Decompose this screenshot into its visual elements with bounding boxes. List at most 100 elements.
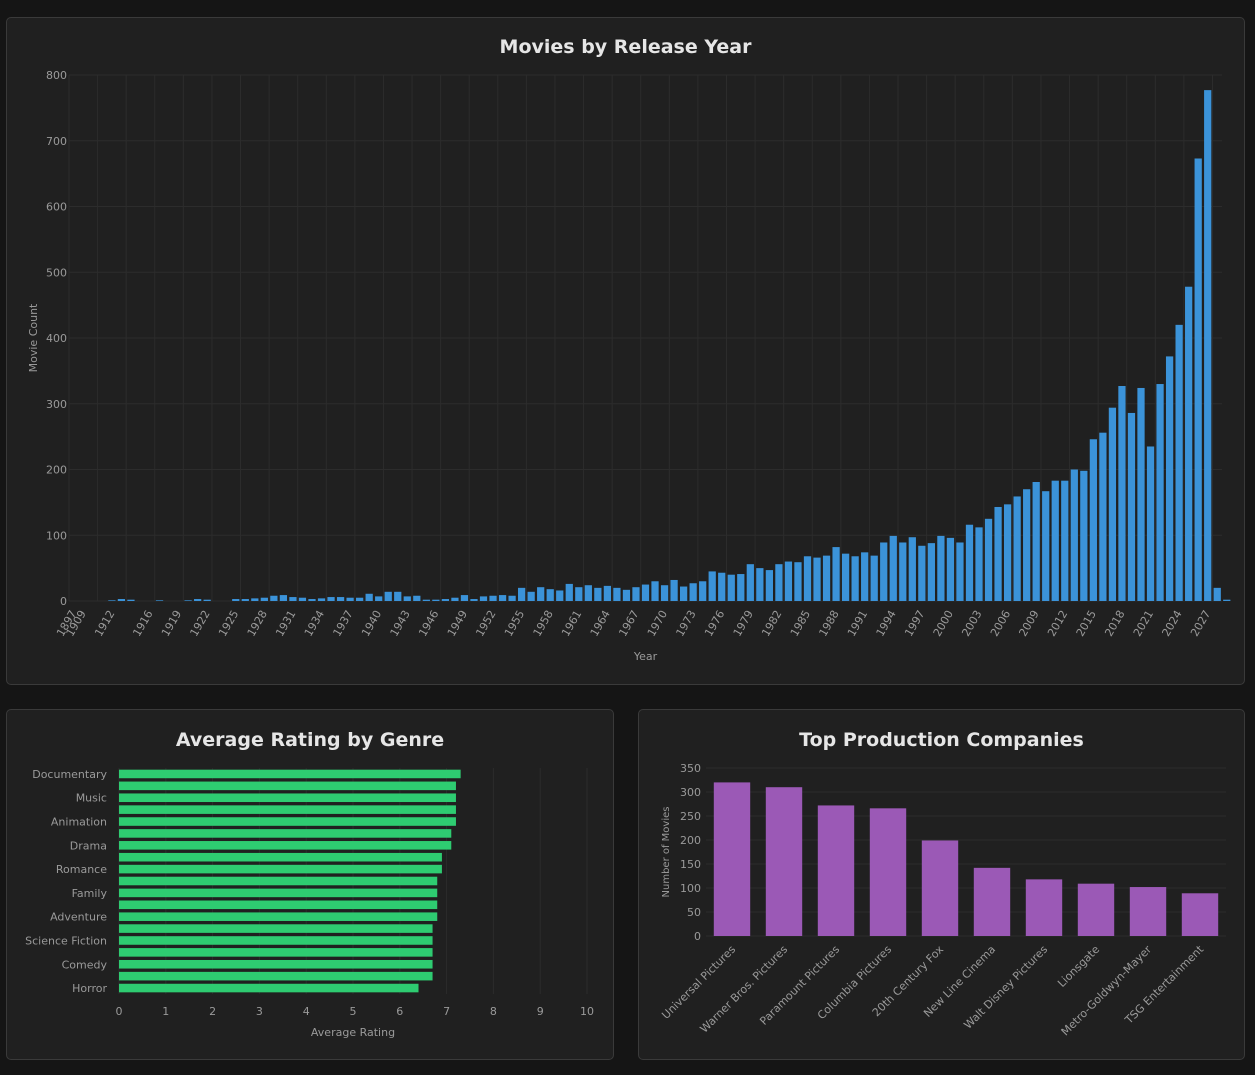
year-bar — [422, 599, 430, 601]
genre-bar — [119, 841, 452, 850]
year-bar — [794, 562, 802, 601]
year-bar — [784, 561, 793, 601]
year-bar — [746, 564, 754, 601]
x-tick-label: 1985 — [788, 608, 813, 639]
year-bar — [899, 542, 907, 601]
company-label: Warner Bros. Pictures — [698, 943, 791, 1036]
year-bar — [632, 587, 640, 601]
x-tick-label: 1961 — [559, 608, 584, 639]
year-bar — [1127, 412, 1136, 601]
year-bar — [1194, 158, 1202, 601]
genre-bar — [119, 781, 456, 791]
year-bar — [365, 593, 373, 601]
year-bar — [537, 587, 545, 601]
year-bar — [413, 595, 421, 601]
genre-bar — [119, 912, 438, 921]
year-bar — [851, 556, 859, 601]
x-tick-label: 1912 — [92, 608, 117, 639]
year-bar — [1070, 469, 1078, 601]
y-axis-label: Number of Movies — [661, 807, 672, 898]
genre-bar — [119, 924, 433, 933]
y-tick-label: 700 — [46, 135, 67, 148]
x-tick-label: 1955 — [502, 608, 527, 639]
year-bar — [441, 599, 450, 601]
year-bar — [870, 555, 878, 601]
x-tick-label: 1979 — [731, 608, 756, 639]
year-bar — [1156, 384, 1164, 601]
year-bar — [184, 600, 192, 601]
year-bar — [308, 599, 316, 601]
year-bar — [384, 591, 392, 601]
genre-label: Drama — [70, 839, 107, 852]
year-bar — [470, 599, 478, 601]
year-bar — [994, 506, 1002, 601]
x-tick-label: 2021 — [1131, 608, 1156, 639]
year-bar — [1175, 324, 1183, 601]
company-label: Lionsgate — [1055, 943, 1102, 990]
year-bar — [279, 595, 288, 601]
x-tick-label: 2024 — [1159, 608, 1184, 639]
year-bar — [803, 556, 812, 601]
year-bar — [518, 587, 526, 601]
x-tick-label: 1949 — [445, 608, 470, 639]
year-bar — [270, 595, 278, 601]
company-bar — [869, 808, 907, 936]
year-bar — [194, 599, 202, 601]
year-bar — [1089, 439, 1097, 601]
y-axis-label: Movie Count — [27, 303, 40, 372]
x-tick-label: 9 — [537, 1005, 544, 1018]
year-bar — [727, 574, 735, 601]
year-bar — [1118, 385, 1126, 601]
x-tick-label: 5 — [350, 1005, 357, 1018]
x-tick-label: 1982 — [759, 608, 784, 639]
x-tick-label: 1997 — [902, 608, 927, 639]
year-bar — [1013, 496, 1021, 601]
y-tick-label: 250 — [680, 810, 701, 823]
year-bar — [699, 581, 707, 601]
x-tick-label: 0 — [116, 1005, 123, 1018]
x-tick-label: 1931 — [273, 608, 298, 639]
year-bar — [1223, 599, 1231, 601]
x-tick-label: 7 — [443, 1005, 450, 1018]
year-bar — [1042, 491, 1050, 601]
x-tick-label: 1922 — [188, 608, 213, 639]
x-tick-label: 1916 — [130, 608, 155, 639]
y-tick-label: 50 — [687, 906, 701, 919]
x-axis-label: Year — [633, 650, 658, 663]
company-bar — [1181, 893, 1219, 936]
x-tick-label: 2012 — [1045, 608, 1070, 639]
genre-label: Music — [76, 792, 107, 805]
year-bar — [556, 590, 564, 601]
year-bar — [1099, 432, 1107, 601]
year-bar — [1204, 90, 1212, 601]
year-bar — [660, 585, 669, 601]
y-tick-label: 200 — [46, 464, 67, 477]
y-tick-label: 300 — [680, 786, 701, 799]
genre-label: Science Fiction — [25, 934, 107, 947]
x-tick-label: 2003 — [959, 608, 984, 639]
x-tick-label: 1973 — [673, 608, 698, 639]
year-bar — [403, 596, 411, 601]
year-bar — [937, 535, 945, 601]
company-bar — [713, 782, 751, 936]
genre-label: Animation — [51, 816, 107, 829]
year-bar — [965, 524, 974, 601]
year-bar — [546, 589, 554, 601]
company-bar — [973, 867, 1011, 936]
year-bar — [527, 591, 535, 601]
x-tick-label: 8 — [490, 1005, 497, 1018]
x-tick-label: 10 — [580, 1005, 594, 1018]
year-bar — [1185, 286, 1193, 601]
genre-bar — [119, 959, 433, 969]
company-bar — [921, 840, 959, 936]
year-bar — [1051, 480, 1059, 601]
year-bar — [622, 589, 631, 601]
y-tick-label: 400 — [46, 332, 67, 345]
year-bar — [394, 591, 402, 601]
year-bar — [375, 596, 383, 601]
year-bar — [765, 570, 773, 601]
x-tick-label: 1964 — [588, 608, 613, 639]
year-bar — [108, 600, 116, 601]
genre-bar — [119, 793, 456, 803]
